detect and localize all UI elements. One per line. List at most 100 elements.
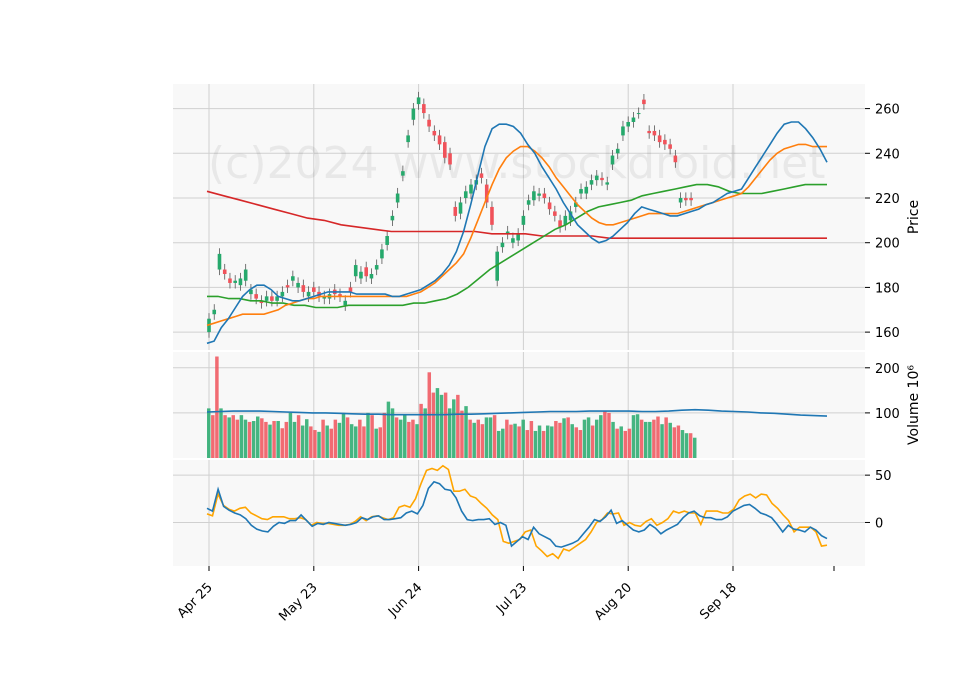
candle-body [584,186,589,194]
volume-bar [223,415,227,458]
candle-body [626,122,630,127]
candle-body [589,180,594,185]
candle-body [574,202,578,207]
candle-body [364,267,368,277]
volume-bar [484,417,489,458]
volume-bar [264,421,268,458]
candle-body [631,117,636,122]
volume-bar [398,419,403,458]
candle-body [427,119,431,127]
volume-bar [300,425,305,458]
volume-bar [472,422,476,458]
y-tick-label: 260 [875,103,900,118]
candle-body [558,220,562,228]
volume-bar [517,426,521,458]
volume-bar [268,424,272,458]
volume-bar [374,428,378,458]
candle-body [285,285,290,288]
volume-bar [570,424,574,458]
candle-body [343,300,348,306]
candle-body [390,215,395,221]
volume-bar [460,410,464,458]
volume-bar [537,425,542,458]
candle-body [280,291,285,297]
candle-body [416,97,421,105]
volume-bar [464,406,468,458]
volume-bar [243,419,248,458]
volume-bar [439,394,444,458]
candle-body [264,296,269,301]
volume-bars [207,356,697,458]
candle-body [526,200,531,205]
volume-bar [370,415,374,458]
panel-price [173,84,865,350]
volume-bar [664,417,668,458]
volume-bar [496,430,501,458]
volume-bar [341,412,346,458]
volume-bar [529,421,534,458]
volume-bar [358,419,362,458]
volume-bar [284,421,289,458]
candle-body [610,155,615,165]
volume-bar [219,408,223,458]
candle-body [348,287,353,292]
candle-body [458,202,463,214]
volume-bar [554,421,558,458]
volume-bar [337,422,342,458]
volume-bar [251,421,256,458]
candle-body [642,99,646,105]
volume-bar [394,417,399,458]
volume-bar [505,419,509,458]
candle-body [432,130,437,136]
candle-body [437,135,442,145]
volume-bar [607,412,611,458]
volume-bar [586,417,591,458]
candle-body [500,242,505,248]
volume-bar [419,403,423,458]
candle-body [254,294,258,299]
volume-bar [684,433,689,458]
ma-long-line [206,190,827,239]
candle-body [259,300,264,304]
volume-bar [676,425,681,458]
volume-bar [231,415,235,458]
candle-body [563,215,568,225]
volume-bar [578,430,583,458]
candle-body [547,202,552,210]
candle-body [275,296,279,301]
volume-bar [390,408,395,458]
candle-body [385,236,389,245]
y-tick-label: 160 [875,326,900,341]
volume-bar [594,419,599,458]
volume-bar [668,422,672,458]
candle-body [306,291,311,297]
volume-bar [488,417,493,458]
volume-bar [382,412,387,458]
volume-bar [468,419,472,458]
candle-body [678,198,683,203]
volume-bar [615,428,619,458]
y-tick-label: 100 [875,407,900,422]
volume-axis-label: Volume 10⁶ [906,365,922,445]
candle-body [689,198,693,201]
volume-ma-line [206,408,828,417]
volume-bar [476,419,481,458]
candle-body [228,278,232,283]
volume-bar [635,414,640,458]
volume-bar [660,424,664,458]
candle-body [553,211,557,216]
volume-bar [656,416,660,458]
volume-bar [652,419,656,458]
candle-body [353,265,358,277]
candle-body [542,193,547,198]
volume-bar [480,424,485,458]
volume-bar [366,412,370,458]
volume-bar [309,426,313,458]
candle-body [296,282,300,288]
candle-body [270,296,274,301]
candle-body [579,189,583,194]
candle-body [652,130,657,136]
candle-body [406,135,410,143]
candle-body [395,193,400,203]
volume-bar [541,430,546,458]
